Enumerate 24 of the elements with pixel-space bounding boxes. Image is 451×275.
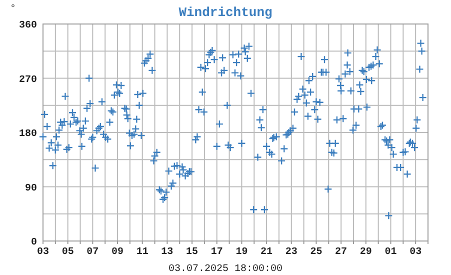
chart-title: Windrichtung (178, 5, 272, 20)
x-tick-label: 23 (285, 247, 298, 258)
x-tick-label: 27 (335, 247, 348, 258)
y-tick-label: 180 (18, 129, 37, 140)
x-tick-label: 19 (236, 247, 248, 258)
x-tick-label: 25 (310, 247, 322, 258)
x-tick-label: 03 (36, 247, 50, 258)
y-axis-title: ° (10, 4, 16, 15)
x-tick-label: 29 (360, 247, 372, 258)
y-tick-label: 360 (18, 20, 37, 32)
y-tick-label: 90 (24, 183, 37, 194)
x-tick-label: 11 (136, 247, 148, 258)
x-tick-label: 21 (260, 247, 273, 258)
x-tick-label: 01 (384, 247, 397, 258)
x-tick-label: 15 (186, 247, 198, 258)
y-tick-label: 270 (18, 74, 37, 86)
x-tick-label: 13 (161, 247, 174, 258)
text: 03.07.2025 18:00:00 (168, 264, 283, 275)
x-tick-label: 09 (112, 247, 124, 258)
x-tick-label: 07 (86, 247, 99, 258)
x-tick-label: 17 (210, 247, 223, 258)
y-tick-label: 0 (30, 238, 37, 248)
x-tick-label: 03 (410, 247, 422, 258)
x-tick-label: 05 (62, 247, 74, 258)
